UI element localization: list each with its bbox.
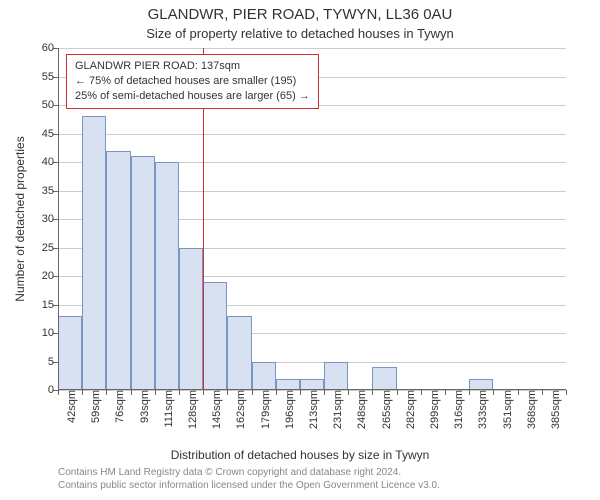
xtick-mark bbox=[445, 390, 446, 395]
ytick-label: 45 bbox=[42, 128, 58, 140]
xtick-mark bbox=[324, 390, 325, 395]
xtick-mark bbox=[227, 390, 228, 395]
histogram-bar bbox=[324, 362, 348, 391]
xtick-mark bbox=[131, 390, 132, 395]
histogram-bar bbox=[227, 316, 251, 390]
histogram-bar bbox=[372, 367, 396, 390]
chart-title-main: GLANDWR, PIER ROAD, TYWYN, LL36 0AU bbox=[0, 6, 600, 23]
ytick-label: 0 bbox=[48, 384, 58, 396]
xtick-label: 59sqm bbox=[86, 390, 102, 423]
xtick-label: 213sqm bbox=[304, 390, 320, 429]
xtick-mark bbox=[276, 390, 277, 395]
xtick-label: 231sqm bbox=[328, 390, 344, 429]
chart-container: GLANDWR, PIER ROAD, TYWYN, LL36 0AU Size… bbox=[0, 0, 600, 500]
xtick-mark bbox=[372, 390, 373, 395]
ytick-label: 40 bbox=[42, 156, 58, 168]
ytick-label: 60 bbox=[42, 42, 58, 54]
xtick-label: 385sqm bbox=[546, 390, 562, 429]
xtick-label: 265sqm bbox=[377, 390, 393, 429]
xtick-label: 145sqm bbox=[207, 390, 223, 429]
xtick-label: 333sqm bbox=[473, 390, 489, 429]
chart-title-sub: Size of property relative to detached ho… bbox=[0, 26, 600, 41]
x-axis-line bbox=[58, 389, 566, 390]
ytick-label: 10 bbox=[42, 327, 58, 339]
histogram-bar bbox=[82, 116, 106, 390]
marker-legend-line: ← 75% of detached houses are smaller (19… bbox=[75, 74, 310, 89]
histogram-bar bbox=[131, 156, 155, 390]
xtick-label: 179sqm bbox=[256, 390, 272, 429]
ytick-label: 50 bbox=[42, 99, 58, 111]
xtick-label: 282sqm bbox=[401, 390, 417, 429]
xtick-label: 299sqm bbox=[425, 390, 441, 429]
ytick-label: 25 bbox=[42, 242, 58, 254]
xtick-mark bbox=[252, 390, 253, 395]
xtick-mark bbox=[179, 390, 180, 395]
histogram-bar bbox=[58, 316, 82, 390]
xtick-mark bbox=[300, 390, 301, 395]
histogram-bar bbox=[106, 151, 130, 390]
marker-legend: GLANDWR PIER ROAD: 137sqm← 75% of detach… bbox=[66, 54, 319, 109]
xtick-mark bbox=[106, 390, 107, 395]
xtick-mark bbox=[493, 390, 494, 395]
xtick-label: 368sqm bbox=[522, 390, 538, 429]
footer-line-1: Contains HM Land Registry data © Crown c… bbox=[58, 466, 440, 479]
xtick-mark bbox=[421, 390, 422, 395]
xtick-mark bbox=[566, 390, 567, 395]
xtick-mark bbox=[469, 390, 470, 395]
grid-line bbox=[58, 48, 566, 49]
histogram-bar bbox=[155, 162, 179, 390]
xtick-label: 76sqm bbox=[110, 390, 126, 423]
xtick-mark bbox=[58, 390, 59, 395]
xtick-label: 316sqm bbox=[449, 390, 465, 429]
ytick-label: 55 bbox=[42, 71, 58, 83]
plot-area: 05101520253035404550556042sqm59sqm76sqm9… bbox=[58, 48, 566, 390]
xtick-mark bbox=[203, 390, 204, 395]
xtick-label: 196sqm bbox=[280, 390, 296, 429]
xtick-label: 162sqm bbox=[231, 390, 247, 429]
marker-legend-line: 25% of semi-detached houses are larger (… bbox=[75, 89, 310, 104]
grid-line bbox=[58, 134, 566, 135]
x-axis-label: Distribution of detached houses by size … bbox=[0, 448, 600, 462]
ytick-label: 15 bbox=[42, 299, 58, 311]
marker-legend-line: GLANDWR PIER ROAD: 137sqm bbox=[75, 59, 310, 74]
histogram-bar bbox=[203, 282, 227, 390]
xtick-mark bbox=[397, 390, 398, 395]
xtick-label: 248sqm bbox=[352, 390, 368, 429]
xtick-mark bbox=[542, 390, 543, 395]
footer-line-2: Contains public sector information licen… bbox=[58, 479, 440, 492]
histogram-bar bbox=[179, 248, 203, 391]
xtick-mark bbox=[518, 390, 519, 395]
footer-attribution: Contains HM Land Registry data © Crown c… bbox=[58, 466, 440, 492]
xtick-mark bbox=[348, 390, 349, 395]
xtick-label: 111sqm bbox=[159, 390, 175, 428]
ytick-label: 5 bbox=[48, 356, 58, 368]
xtick-label: 93sqm bbox=[135, 390, 151, 423]
ytick-label: 20 bbox=[42, 270, 58, 282]
xtick-label: 42sqm bbox=[62, 390, 78, 423]
xtick-mark bbox=[82, 390, 83, 395]
y-axis-label: Number of detached properties bbox=[13, 136, 27, 301]
ytick-label: 30 bbox=[42, 213, 58, 225]
y-axis-line bbox=[58, 48, 59, 390]
xtick-mark bbox=[155, 390, 156, 395]
ytick-label: 35 bbox=[42, 185, 58, 197]
xtick-label: 351sqm bbox=[498, 390, 514, 429]
xtick-label: 128sqm bbox=[183, 390, 199, 429]
histogram-bar bbox=[252, 362, 276, 391]
